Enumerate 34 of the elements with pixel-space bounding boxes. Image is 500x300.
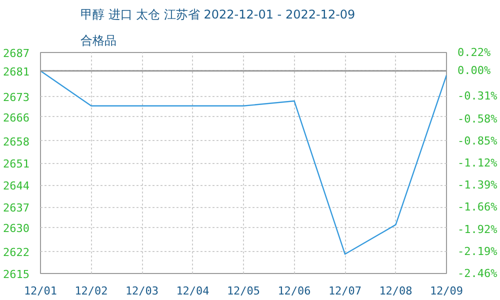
chart-subtitle: 合格品: [80, 34, 116, 48]
x-tick-label: 12/09: [430, 284, 464, 298]
y-tick-label: 2622: [3, 246, 30, 259]
y-tick-label: 2673: [3, 91, 30, 104]
x-tick-label: 12/08: [379, 284, 412, 298]
y-tick-label: 2615: [3, 268, 30, 281]
y-tick-label: 2630: [3, 222, 30, 235]
y-tick-label: 2651: [3, 158, 30, 170]
y-tick-label: 2666: [3, 111, 30, 124]
y2-tick-label: -0.58%: [458, 112, 498, 126]
y-tick-label: 2658: [3, 135, 30, 148]
x-tick-label: 12/07: [328, 284, 362, 298]
x-tick-label: 12/01: [24, 284, 58, 298]
y2-tick-label: 0.22%: [458, 46, 491, 59]
y2-tick-label: -1.12%: [458, 156, 498, 170]
x-tick-label: 12/05: [226, 284, 260, 298]
y2-tick-label: -1.66%: [458, 200, 498, 214]
y-tick-label: 2637: [3, 202, 30, 215]
y-tick-label: 2644: [3, 180, 30, 193]
y2-tick-label: 0.00%: [458, 64, 491, 78]
y2-tick-label: -2.19%: [458, 244, 498, 258]
y2-tick-label: -2.46%: [458, 267, 498, 280]
x-tick-label: 12/06: [278, 284, 311, 298]
y2-tick-label: -0.31%: [458, 90, 498, 103]
y-tick-label: 2681: [3, 65, 30, 78]
x-tick-label: 12/03: [125, 284, 159, 298]
x-tick-label: 12/02: [74, 284, 108, 298]
y2-tick-label: -0.85%: [458, 134, 498, 148]
y2-tick-label: -1.39%: [458, 178, 498, 192]
line-series: [40, 70, 446, 255]
chart-title: 甲醇 进口 太仓 江苏省 2022-12-01 - 2022-12-09: [80, 8, 356, 22]
y2-tick-label: -1.92%: [458, 222, 498, 236]
y-tick-label: 2687: [3, 47, 30, 60]
x-tick-label: 12/04: [176, 284, 210, 298]
